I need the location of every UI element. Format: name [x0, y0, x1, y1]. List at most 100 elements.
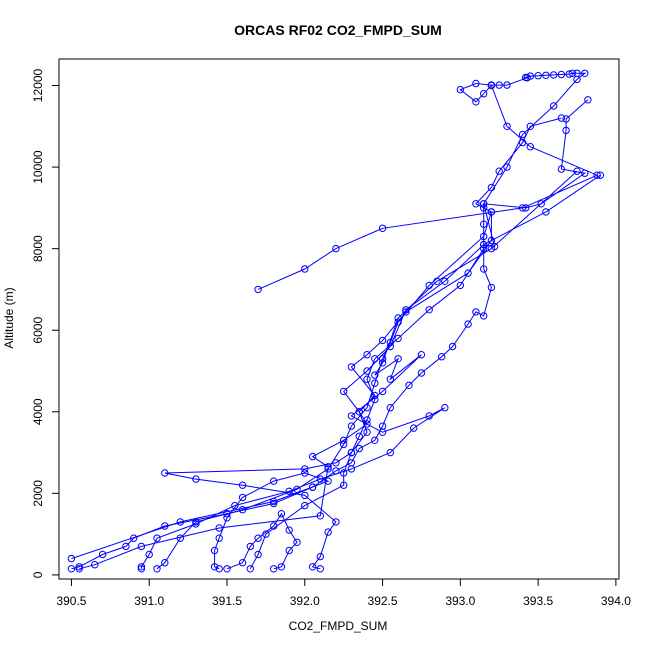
data-point [293, 538, 301, 546]
data-point [210, 563, 219, 571]
data-point [371, 379, 379, 387]
data-point [534, 72, 542, 80]
data-point [176, 534, 185, 542]
data-point [448, 342, 457, 351]
data-point [573, 69, 581, 78]
series-layer [67, 69, 604, 573]
data-point [293, 485, 301, 493]
data-point [340, 440, 348, 449]
data-point [324, 477, 332, 485]
series-line [226, 512, 298, 570]
data-point [153, 565, 161, 573]
data-point [332, 459, 340, 467]
data-point [503, 163, 511, 171]
data-point [231, 501, 239, 510]
x-tick-label: 391.0 [134, 594, 164, 608]
data-point [238, 493, 247, 502]
data-point [402, 306, 410, 314]
data-point [425, 306, 433, 314]
data-point [130, 534, 138, 542]
data-point [161, 559, 169, 567]
data-point [480, 312, 488, 320]
data-point [456, 85, 464, 94]
data-point [371, 395, 379, 404]
data-point [537, 200, 545, 208]
data-point [308, 452, 317, 461]
data-point [254, 534, 262, 542]
data-point [557, 114, 566, 122]
data-point [378, 359, 387, 367]
y-tick-label: 6000 [31, 317, 45, 344]
data-point [91, 561, 99, 569]
data-point [402, 308, 410, 316]
data-point [340, 469, 348, 477]
data-point [565, 70, 573, 78]
data-point [153, 534, 161, 542]
data-point [371, 391, 379, 400]
data-point [480, 244, 488, 253]
data-point [526, 122, 534, 131]
y-tick-label: 10000 [31, 150, 45, 184]
data-point [223, 514, 231, 522]
data-point [480, 232, 488, 241]
data-point [386, 448, 394, 457]
data-point [386, 375, 394, 383]
data-point [285, 546, 293, 555]
data-point [347, 448, 356, 457]
data-point [518, 204, 527, 212]
data-point [394, 355, 402, 363]
data-point [363, 420, 371, 428]
data-point [215, 565, 223, 573]
data-point [425, 412, 433, 420]
data-point [254, 550, 262, 559]
data-point [161, 522, 169, 530]
data-point [347, 422, 356, 430]
data-point [122, 542, 130, 551]
data-point [246, 565, 255, 573]
data-point [441, 404, 449, 412]
data-point [262, 530, 270, 538]
data-point [347, 363, 356, 371]
data-point [495, 81, 503, 89]
data-point [417, 351, 426, 359]
data-point [363, 367, 371, 375]
data-point [332, 244, 340, 253]
data-point [378, 355, 387, 363]
data-point [316, 565, 324, 573]
data-point [456, 281, 464, 290]
data-point [192, 518, 200, 526]
data-point [480, 204, 488, 212]
data-point [363, 428, 371, 436]
data-point [340, 436, 348, 444]
data-point [480, 220, 488, 228]
x-axis: 390.5 391.0 391.5 392.0 392.5 393.0 393.5 394.0 [56, 578, 631, 608]
data-point [161, 469, 169, 477]
data-point [472, 79, 480, 88]
x-tick-label: 392.0 [290, 594, 320, 608]
data-point [557, 70, 566, 79]
data-point [480, 240, 488, 249]
data-point [316, 512, 324, 520]
data-point [522, 204, 530, 212]
data-point [417, 369, 426, 377]
x-tick-label: 391.5 [212, 594, 242, 608]
data-point [371, 371, 379, 379]
data-point [363, 416, 371, 424]
data-point [581, 69, 589, 78]
data-point [332, 518, 340, 526]
data-point [301, 465, 309, 473]
data-point [542, 71, 550, 80]
data-point [495, 167, 503, 175]
x-tick-label: 393.0 [445, 594, 475, 608]
data-point [254, 285, 262, 294]
data-point [67, 565, 76, 573]
data-point [487, 244, 496, 253]
data-point [210, 546, 219, 555]
y-tick-label: 4000 [31, 398, 45, 425]
data-point [301, 501, 309, 510]
data-point [526, 143, 534, 151]
data-point [562, 115, 570, 123]
data-point [215, 524, 223, 532]
series-line [79, 211, 492, 570]
data-point [332, 467, 340, 475]
